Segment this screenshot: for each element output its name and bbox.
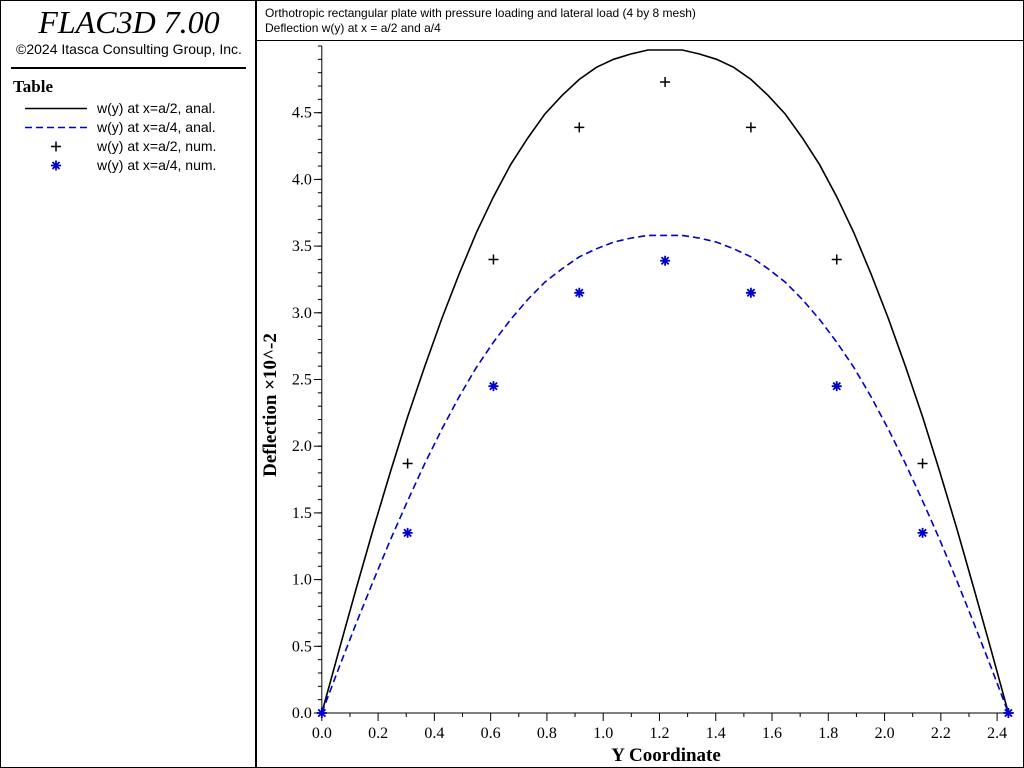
x-tick-label: 1.6 [762,725,782,742]
data-point-2 [660,77,671,88]
legend-label: w(y) at x=a/4, num. [97,157,217,173]
data-point-3 [1003,708,1014,718]
copyright-text: ©2024 Itasca Consulting Group, Inc. [16,41,242,57]
series-line-1 [321,234,1010,714]
x-tick-label: 1.2 [649,725,669,742]
series-line-0 [321,49,1010,714]
data-point-2 [574,122,585,133]
legend-label: w(y) at x=a/2, anal. [97,100,216,116]
y-axis-title: Deflection ×10^-2 [260,333,281,477]
plus-marker-swatch-icon [51,141,61,152]
legend-label: w(y) at x=a/2, num. [97,138,217,154]
series-layer [316,49,1014,718]
legend-item-a2-num: w(y) at x=a/2, num. [1,137,255,156]
plot-header: Orthotropic rectangular plate with press… [257,1,1023,41]
chart-subtitle: Deflection w(y) at x = a/2 and a/4 [265,21,441,35]
data-point-2 [488,254,499,265]
y-tick-label: 2.0 [292,438,312,455]
data-point-3 [660,255,671,266]
x-tick-label: 1.0 [593,725,613,742]
x-tick-label: 0.8 [537,725,557,742]
legend-item-a4-anal: w(y) at x=a/4, anal. [1,118,255,137]
y-tick-label: 1.0 [292,572,312,589]
x-tick-label: 2.2 [931,725,951,742]
data-point-3 [402,527,413,538]
x-tick-label: 2.4 [987,725,1007,742]
data-point-2 [831,254,842,265]
x-tick-label: 1.8 [818,725,838,742]
y-tick-label: 1.5 [292,505,312,522]
chart-title: Orthotropic rectangular plate with press… [265,6,696,20]
data-point-3 [574,287,585,298]
x-tick-label: 0.0 [312,725,332,742]
star-marker-swatch-icon [51,160,61,171]
data-point-2 [917,458,928,469]
data-point-2 [745,122,756,133]
chart-plot: 0.0 0.5 1.0 1.5 2.0 2.5 3.0 3.5 4.0 4.5 0.0 0.2 0.4 0… [260,45,1014,766]
y-tick-label: 0.5 [292,638,312,655]
legend-title: Table [13,77,54,96]
data-point-3 [316,708,327,718]
legend-item-a2-anal: w(y) at x=a/2, anal. [1,99,255,118]
solid-line-swatch-icon [25,107,87,110]
legend-item-a4-num: w(y) at x=a/4, num. [1,156,255,175]
x-tick-label: 0.2 [368,725,388,742]
x-tick-label: 2.0 [875,725,895,742]
data-point-3 [917,527,928,538]
sidebar-divider [11,67,246,69]
x-tick-label: 0.6 [481,725,501,742]
data-point-3 [831,381,842,392]
x-tick-label: 0.4 [424,725,444,742]
y-tick-label: 4.0 [292,171,312,188]
data-point-3 [488,381,499,392]
y-tick-label: 0.0 [292,705,312,722]
data-point-2 [402,458,413,469]
legend-label: w(y) at x=a/4, anal. [97,119,216,135]
legend-panel: FLAC3D 7.00 ©2024 Itasca Consulting Grou… [1,1,257,767]
app-title: FLAC3D 7.00 [38,4,220,40]
data-point-3 [745,287,756,298]
y-tick-label: 3.5 [292,238,312,255]
axes: 0.0 0.5 1.0 1.5 2.0 2.5 3.0 3.5 4.0 4.5 0.0 0.2 0.4 0… [292,45,1014,742]
y-tick-label: 3.0 [292,305,312,322]
dashed-line-swatch-icon [25,126,87,129]
y-tick-label: 4.5 [292,105,312,122]
x-tick-label: 1.4 [706,725,726,742]
y-tick-label: 2.5 [292,372,312,389]
x-axis-title: Y Coordinate [611,745,721,766]
